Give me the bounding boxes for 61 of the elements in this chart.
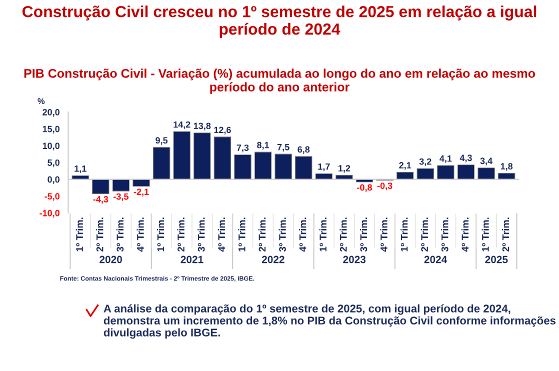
data-label: 1,7 [318, 163, 330, 172]
data-label: -0,8 [357, 184, 372, 192]
text: A análise da comparação do 1º semestre de 2025, com igual período de 2024, demonstra um incremento de 1,8% no PIB da Construção Civil conforme informações divulgadas pelo IBGE. [104, 304, 556, 339]
data-label: 9,5 [156, 137, 168, 145]
chart-subtitle: PIB Construção Civil - Variação (%) acumulada ao longo do ano em relação ao mesmo período do ano anterior [24, 68, 535, 94]
chart-title: Construção Civil cresceu no 1º semestre de 2025 em relação a igual período de 2024 [22, 6, 536, 38]
x-tick-label: 1º Trim. [238, 218, 246, 252]
data-label: 2,1 [399, 162, 412, 170]
data-label: -4,3 [93, 196, 108, 204]
text: 2022 [262, 256, 284, 264]
x-tick-label: 2º Trim. [96, 218, 104, 252]
data-label: 1,2 [338, 165, 350, 173]
data-label: 6,8 [298, 146, 310, 154]
x-tick-label: 4º Trim. [218, 218, 225, 252]
x-tick-label: 3º Trim. [116, 218, 124, 252]
data-label: 14,2 [174, 121, 190, 130]
data-label: 12,6 [214, 126, 231, 134]
x-tick-label: 3º Trim. [278, 218, 286, 252]
text: 2021 [180, 256, 204, 264]
x-tick-label: 3º Trim. [441, 218, 448, 252]
x-tick-label: 1º Trim. [319, 218, 326, 252]
x-tick-label: 2º Trim. [340, 218, 347, 252]
x-tick-label: 1º Trim. [76, 218, 83, 252]
y-axis-title: % [38, 98, 45, 104]
y-tick-label: -5,0 [44, 193, 60, 201]
data-label: 8,1 [257, 142, 270, 150]
y-tick-label: 10,0 [42, 142, 60, 150]
x-tick-label: 1º Trim. [157, 218, 164, 252]
x-tick-label: 3º Trim. [198, 218, 205, 252]
data-label: -2,1 [134, 188, 149, 196]
data-label: 7,3 [236, 144, 249, 152]
x-tick-label: 3º Trim. [360, 218, 368, 252]
y-tick-label: 20,0 [42, 109, 60, 117]
data-label: 1,8 [500, 163, 513, 171]
x-tick-label: 1º Trim. [482, 218, 489, 252]
data-label: 1,1 [74, 166, 86, 174]
x-tick-label: 4º Trim. [299, 218, 306, 252]
data-label: 4,1 [440, 155, 452, 164]
x-tick-label: 4º Trim. [461, 218, 468, 252]
x-tick-label: 2º Trim. [502, 218, 510, 252]
x-tick-label: 4º Trim. [136, 218, 144, 252]
y-tick-label: 15,0 [42, 126, 60, 134]
x-tick-label: 2º Trim. [420, 218, 428, 252]
text: 2020 [100, 256, 122, 264]
data-label: 3,4 [480, 158, 493, 166]
text: 2024 [424, 256, 448, 264]
y-tick-label: -10,0 [40, 210, 60, 218]
data-label: 13,8 [194, 122, 211, 130]
text: 2023 [343, 256, 366, 264]
data-label: 7,5 [277, 144, 290, 152]
y-tick-label: 5,0 [48, 159, 60, 168]
x-tick-label: 4º Trim. [380, 218, 388, 252]
data-label: 4,3 [460, 154, 472, 162]
data-label: -3,5 [114, 193, 128, 202]
x-tick-label: 1º Trim. [400, 218, 408, 252]
y-tick-label: 0,0 [48, 176, 60, 184]
x-tick-label: 2º Trim. [177, 218, 184, 252]
x-tick-label: 2º Trim. [258, 218, 266, 252]
text: 2025 [485, 256, 508, 264]
data-label: 3,2 [419, 158, 432, 166]
data-label: -0,3 [377, 182, 392, 190]
